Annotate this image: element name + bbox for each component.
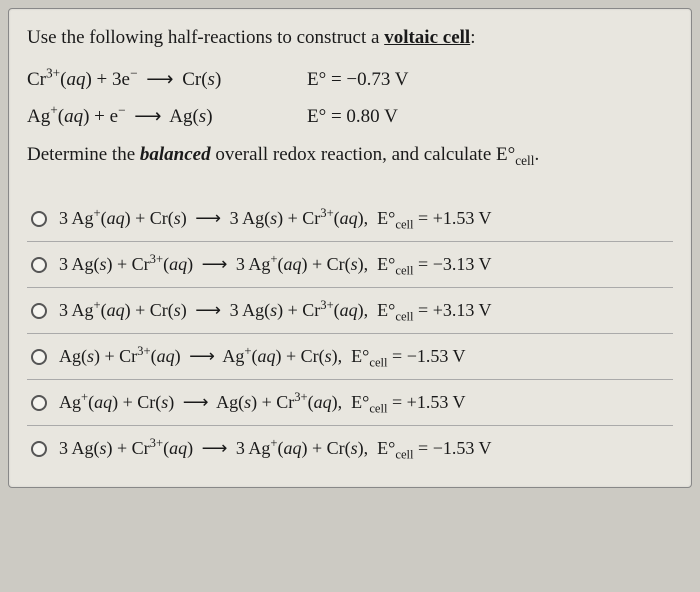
option-row[interactable]: 3 Ag+(aq) + Cr(s) ⟶ 3 Ag(s) + Cr3+(aq), …: [27, 196, 673, 242]
radio-icon[interactable]: [31, 395, 47, 411]
arrow-icon: ⟶: [195, 300, 221, 321]
intro-suffix: :: [470, 27, 475, 48]
reaction-potential: E° = 0.80 V: [307, 106, 398, 128]
arrow-icon: ⟶: [183, 392, 209, 413]
option-text: Ag(s) + Cr3+(aq) ⟶ Ag+(aq) + Cr(s), E°ce…: [59, 346, 669, 367]
option-text: 3 Ag(s) + Cr3+(aq) ⟶ 3 Ag+(aq) + Cr(s), …: [59, 438, 669, 459]
radio-icon[interactable]: [31, 303, 47, 319]
instruction-emphasis: balanced: [140, 144, 211, 165]
arrow-icon: ⟶: [134, 105, 161, 128]
option-row[interactable]: Ag(s) + Cr3+(aq) ⟶ Ag+(aq) + Cr(s), E°ce…: [27, 334, 673, 380]
option-row[interactable]: 3 Ag(s) + Cr3+(aq) ⟶ 3 Ag+(aq) + Cr(s), …: [27, 242, 673, 288]
option-row[interactable]: Ag+(aq) + Cr(s) ⟶ Ag(s) + Cr3+(aq), E°ce…: [27, 380, 673, 426]
half-reaction-row: Cr3+(aq) + 3e− ⟶ Cr(s)E° = −0.73 V: [27, 68, 673, 91]
instruction-prefix: Determine the: [27, 144, 140, 165]
reaction-potential: E° = −0.73 V: [307, 69, 409, 91]
intro-text: Use the following half-reactions to cons…: [27, 25, 673, 52]
instruction-text: Determine the balanced overall redox rea…: [27, 142, 673, 169]
arrow-icon: ⟶: [202, 254, 228, 275]
reaction-equation: Ag+(aq) + e− ⟶ Ag(s): [27, 105, 307, 128]
intro-prefix: Use the following half-reactions to cons…: [27, 27, 384, 48]
intro-underline: voltaic cell: [384, 27, 470, 48]
radio-icon[interactable]: [31, 211, 47, 227]
half-reactions-list: Cr3+(aq) + 3e− ⟶ Cr(s)E° = −0.73 VAg+(aq…: [27, 68, 673, 128]
arrow-icon: ⟶: [189, 346, 215, 367]
question-box: Use the following half-reactions to cons…: [8, 8, 692, 488]
option-text: Ag+(aq) + Cr(s) ⟶ Ag(s) + Cr3+(aq), E°ce…: [59, 392, 669, 413]
option-text: 3 Ag(s) + Cr3+(aq) ⟶ 3 Ag+(aq) + Cr(s), …: [59, 254, 669, 275]
radio-icon[interactable]: [31, 349, 47, 365]
arrow-icon: ⟶: [146, 68, 173, 91]
options-list: 3 Ag+(aq) + Cr(s) ⟶ 3 Ag(s) + Cr3+(aq), …: [27, 196, 673, 471]
radio-icon[interactable]: [31, 257, 47, 273]
arrow-icon: ⟶: [202, 438, 228, 459]
instruction-symbol: E°cell.: [496, 144, 539, 165]
option-text: 3 Ag+(aq) + Cr(s) ⟶ 3 Ag(s) + Cr3+(aq), …: [59, 300, 669, 321]
arrow-icon: ⟶: [195, 208, 221, 229]
instruction-mid: overall redox reaction, and calculate: [211, 144, 496, 165]
half-reaction-row: Ag+(aq) + e− ⟶ Ag(s)E° = 0.80 V: [27, 105, 673, 128]
radio-icon[interactable]: [31, 441, 47, 457]
option-row[interactable]: 3 Ag(s) + Cr3+(aq) ⟶ 3 Ag+(aq) + Cr(s), …: [27, 426, 673, 471]
reaction-equation: Cr3+(aq) + 3e− ⟶ Cr(s): [27, 68, 307, 91]
option-row[interactable]: 3 Ag+(aq) + Cr(s) ⟶ 3 Ag(s) + Cr3+(aq), …: [27, 288, 673, 334]
option-text: 3 Ag+(aq) + Cr(s) ⟶ 3 Ag(s) + Cr3+(aq), …: [59, 208, 669, 229]
